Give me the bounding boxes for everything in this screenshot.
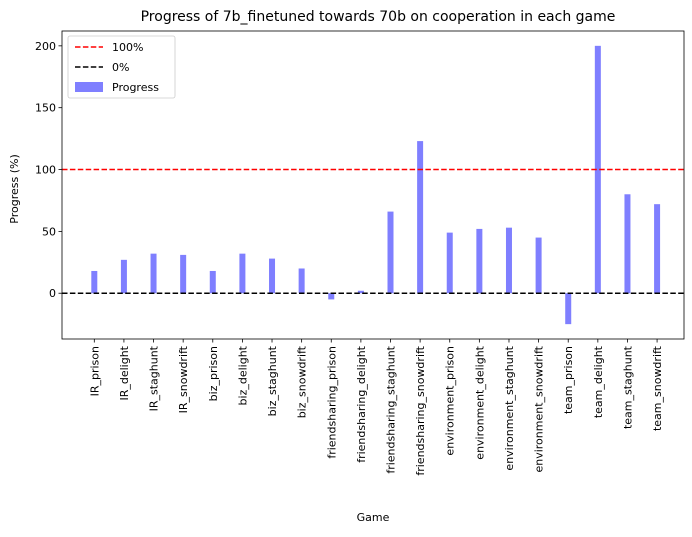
x-tick-label: environment_delight [473, 345, 486, 459]
x-tick-label: friendsharing_staghunt [385, 345, 398, 473]
legend-label: 100% [112, 41, 143, 54]
legend-label: 0% [112, 61, 129, 74]
x-tick-label: IR_staghunt [148, 345, 161, 411]
x-tick-label: friendsharing_prison [325, 346, 338, 459]
y-tick-label: 200 [35, 40, 56, 53]
bar-biz_staghunt [269, 258, 276, 294]
chart-title: Progress of 7b_finetuned towards 70b on … [141, 9, 616, 25]
bar-environment_delight [476, 228, 483, 294]
bar-IR_snowdrift [180, 254, 187, 294]
bar-environment_prison [446, 232, 453, 294]
legend: 100% 0% Progress [67, 35, 176, 99]
x-tick-label: friendsharing_delight [355, 345, 368, 462]
bar-environment_snowdrift [535, 237, 542, 294]
bar-IR_prison [91, 270, 98, 294]
bars-layer [91, 45, 661, 325]
x-axis-label: Game [357, 511, 390, 524]
x-tick-label: friendsharing_snowdrift [414, 345, 427, 475]
y-tick-label: 0 [49, 287, 56, 300]
x-tick-label: team_prison [562, 346, 575, 414]
bar-friendsharing_delight [357, 290, 364, 294]
x-tick-label: environment_snowdrift [533, 345, 546, 472]
x-tick-label: team_snowdrift [651, 345, 664, 431]
reference-lines-layer [62, 168, 684, 294]
bar-team_prison [565, 293, 572, 325]
x-tick-label: IR_delight [118, 345, 131, 400]
legend-patch-swatch [75, 82, 103, 92]
x-tick-label: biz_staghunt [266, 345, 279, 416]
bar-IR_delight [120, 259, 127, 294]
x-tick-label: biz_delight [236, 345, 249, 405]
x-tick-label: IR_prison [88, 346, 101, 396]
bar-biz_delight [239, 253, 246, 294]
y-axis-label: Progress (%) [8, 154, 21, 223]
bar-biz_snowdrift [298, 268, 305, 294]
x-tick-label: environment_prison [444, 346, 457, 456]
legend-label: Progress [112, 81, 159, 94]
plot-frame [61, 30, 685, 340]
x-tick-label: team_staghunt [621, 345, 634, 429]
bar-team_snowdrift [654, 204, 661, 294]
y-tick-label: 50 [42, 225, 56, 238]
bar-friendsharing_snowdrift [417, 141, 424, 294]
bar-friendsharing_staghunt [387, 211, 394, 294]
y-tick-label: 100 [35, 164, 56, 177]
axes-layer: 0 50 100 150 200 IR_prison IR_delight IR_staghu… [35, 30, 685, 476]
bar-biz_prison [209, 270, 216, 294]
x-tick-label: team_delight [592, 345, 605, 418]
x-tick-label: biz_snowdrift [296, 345, 309, 418]
bar-IR_staghunt [150, 253, 157, 294]
x-tick-label: IR_snowdrift [177, 345, 190, 413]
x-tick-label: biz_prison [207, 346, 220, 401]
y-tick-label: 150 [35, 102, 56, 115]
bar-friendsharing_prison [328, 293, 335, 300]
bar-team_delight [594, 45, 601, 294]
bar-team_staghunt [624, 194, 631, 294]
x-tick-label: environment_staghunt [503, 345, 516, 470]
bar-environment_staghunt [505, 227, 512, 294]
